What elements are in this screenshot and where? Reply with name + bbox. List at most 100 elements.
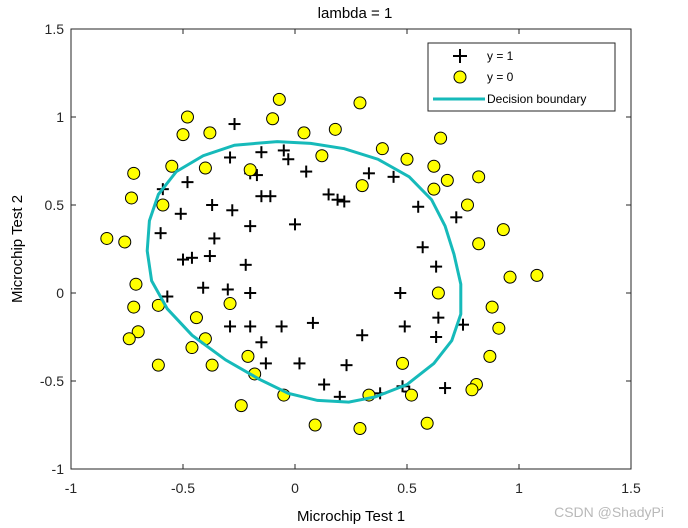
y-tick-label: 0.5 [45,197,65,213]
point-y1 [338,195,351,208]
point-y0 [485,300,499,314]
point-y0 [198,161,212,175]
legend-label-y1: y = 1 [487,49,514,63]
y-tick-label: -0.5 [40,373,64,389]
point-y0 [503,270,517,284]
point-y0 [496,223,510,237]
point-y1 [282,153,295,166]
point-y0 [308,418,322,432]
point-y0 [243,163,257,177]
point-y1 [450,211,463,224]
point-y1 [398,320,411,333]
legend-marker-circle-icon [453,70,467,84]
point-y1 [224,151,237,164]
point-y1 [154,227,167,240]
y-tick-label: 1.5 [45,21,65,37]
point-y1 [244,320,257,333]
point-y0 [131,325,145,339]
legend-label-boundary: Decision boundary [487,92,586,106]
point-y1 [340,359,353,372]
point-y1 [161,290,174,303]
point-y0 [151,358,165,372]
point-y1 [439,382,452,395]
x-tick-label: -0.5 [171,480,195,496]
series-y0-points [100,92,544,436]
point-y0 [129,277,143,291]
point-y1 [416,241,429,254]
x-tick-label: 1 [515,480,523,496]
y-axis-label: Microchip Test 2 [9,195,26,303]
legend-marker-plus-icon [453,49,467,63]
point-y0 [400,152,414,166]
point-y0 [203,126,217,140]
chart-title: lambda = 1 [318,5,393,22]
y-tick-label: 0 [56,285,64,301]
point-y1 [226,204,239,217]
point-y0 [353,96,367,110]
point-y0 [440,173,454,187]
point-y1 [185,251,198,264]
point-y0 [176,128,190,142]
point-y1 [228,118,241,131]
point-y0 [375,142,389,156]
x-tick-label: 0 [291,480,299,496]
point-y0 [297,126,311,140]
point-y0 [483,349,497,363]
x-axis-ticks: -1 -0.5 0 0.5 1 1.5 [65,29,641,496]
point-y0 [434,131,448,145]
point-y1 [203,250,216,263]
point-y1 [300,165,313,178]
point-y1 [174,207,187,220]
point-y0 [460,198,474,212]
point-y0 [266,112,280,126]
point-y1 [293,357,306,370]
point-y0 [353,422,367,436]
series-y1-points [154,118,469,403]
point-y0 [223,297,237,311]
point-y0 [427,159,441,173]
x-axis-label: Microchip Test 1 [297,508,405,525]
point-y0 [396,356,410,370]
point-y0 [404,388,418,402]
x-tick-label: 0.5 [397,480,417,496]
point-y1 [394,287,407,299]
point-y1 [432,311,445,324]
point-y0 [127,300,141,314]
point-y0 [189,311,203,325]
point-y1 [362,167,375,180]
point-y0 [427,182,441,196]
point-y0 [100,231,114,245]
point-y0 [234,399,248,413]
point-y1 [208,232,221,245]
decision-boundary-line [145,140,463,404]
point-y1 [177,253,189,266]
point-y0 [315,149,329,163]
point-y1 [306,316,319,329]
point-y0 [124,191,138,205]
point-y1 [244,220,257,233]
point-y0 [122,332,136,346]
point-y0 [355,179,369,193]
point-y0 [180,110,194,124]
point-y1 [264,190,277,203]
watermark-text: CSDN @ShadyPi [554,504,664,520]
y-tick-label: 1 [56,109,64,125]
point-y0 [165,159,179,173]
point-y1 [259,357,272,370]
point-y0 [420,416,434,430]
point-y1 [331,193,344,206]
point-y1 [430,260,443,273]
point-y1 [206,199,219,211]
point-y1 [387,170,400,183]
point-y1 [277,144,290,157]
x-tick-label: 1.5 [621,480,641,496]
point-y0 [241,349,255,363]
point-y1 [322,188,335,201]
y-tick-label: -1 [52,461,65,477]
point-y1 [289,218,301,231]
legend-label-y0: y = 0 [487,70,514,84]
point-y1 [181,176,194,189]
point-y1 [244,287,257,299]
point-y1 [412,200,425,213]
